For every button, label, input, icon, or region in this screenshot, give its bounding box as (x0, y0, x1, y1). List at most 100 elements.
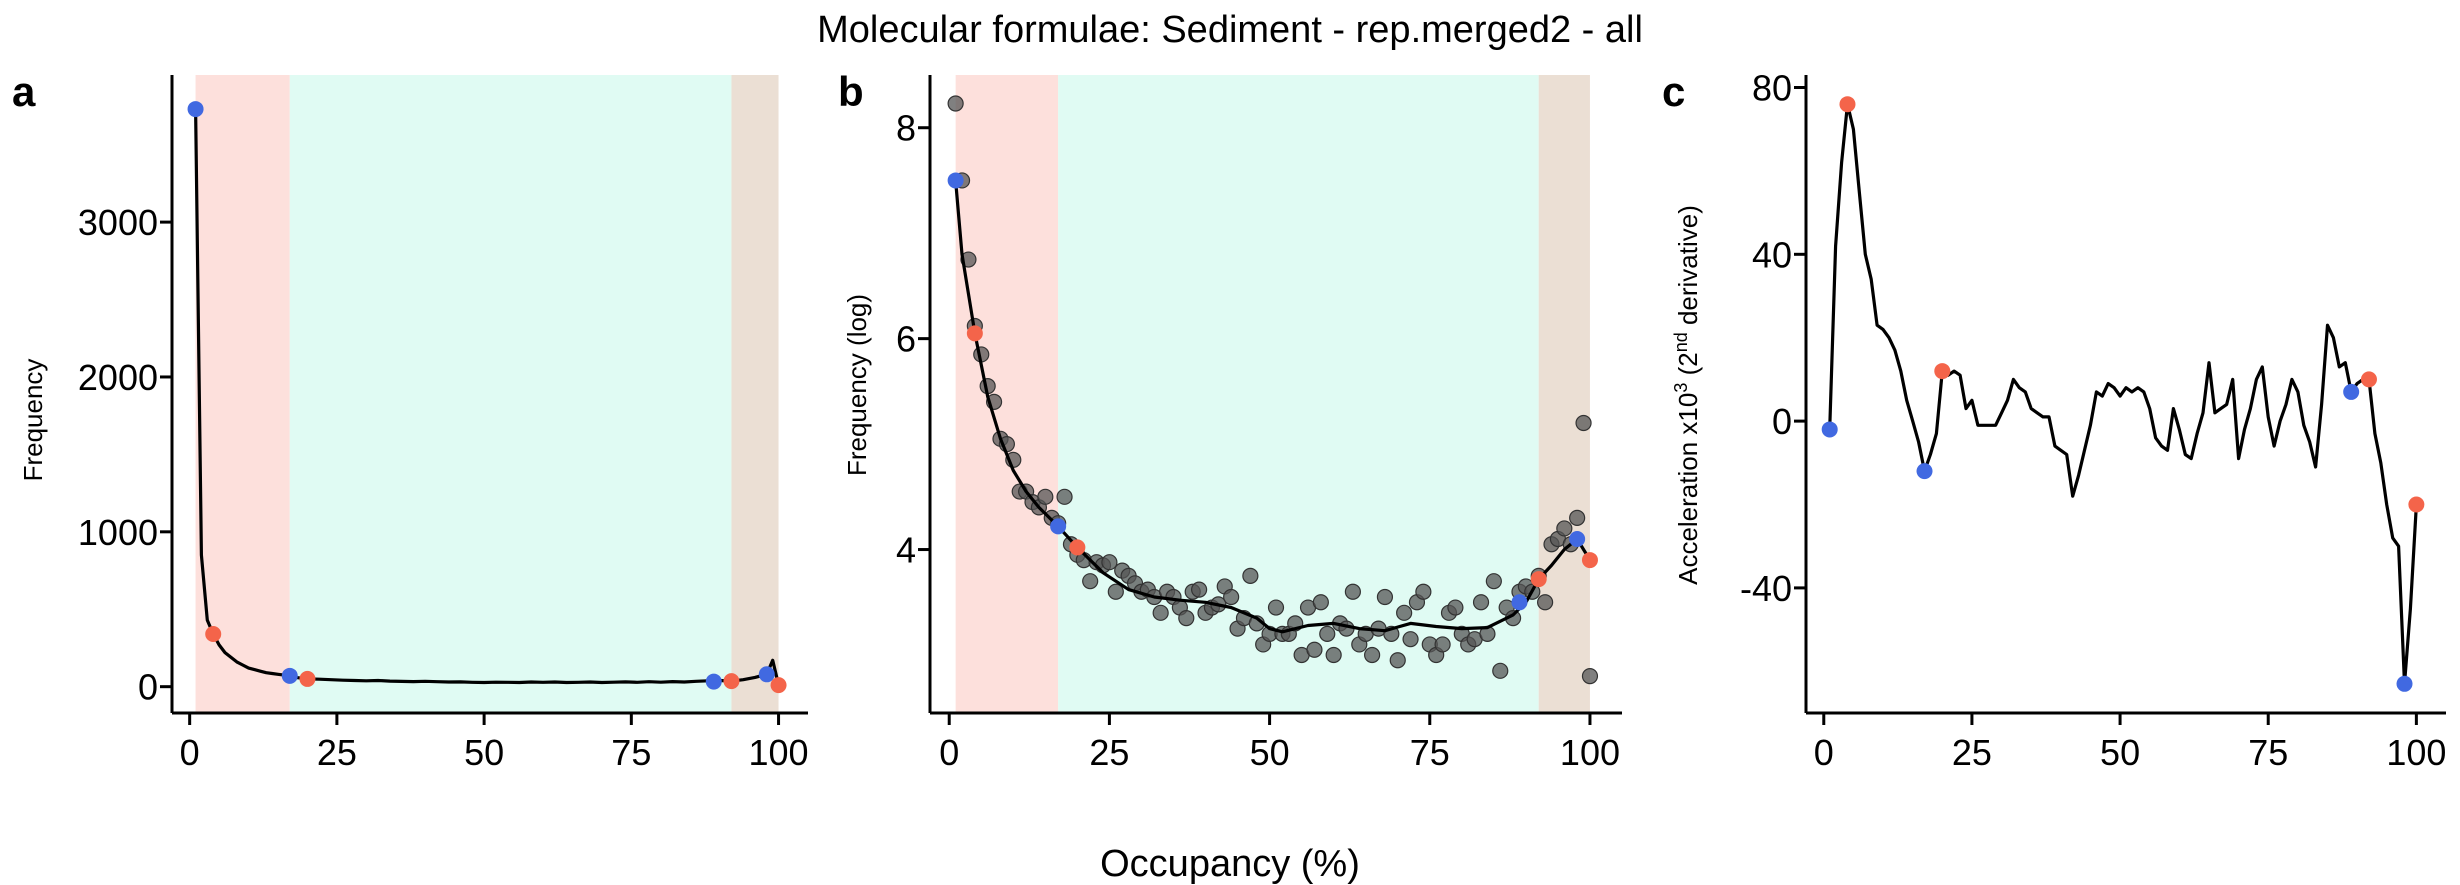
panel-b-scatter-point (1575, 414, 1592, 432)
panel-c-y-tick-label: 0 (1772, 401, 1792, 442)
panel-b-y-tick-label: 4 (896, 530, 916, 571)
panel-b-scatter-point (1152, 604, 1169, 621)
panel-c-red-point (2360, 371, 2377, 388)
panel-a-y-tick-label: 1000 (78, 512, 158, 553)
panel-b-scatter-point (1389, 652, 1406, 669)
panel-b-scatter-point (1447, 599, 1464, 616)
panel-c-red-point (1934, 363, 1951, 380)
panel-c-x-tick-label: 25 (1952, 732, 1992, 773)
panel-b-red-point (966, 325, 983, 342)
panel-b-x-tick-label: 50 (1250, 732, 1290, 773)
panel-c-x-tick-label: 75 (2248, 732, 2288, 773)
panel-b-scatter-point (1485, 573, 1502, 590)
panel-b-scatter-point (1396, 604, 1413, 621)
panel-b-scatter-point (1581, 667, 1599, 685)
panel-c-line (1828, 102, 2418, 686)
panel-b-red-point (1530, 571, 1547, 588)
panel-a-x-tick-label: 100 (749, 732, 809, 773)
panel-b-scatter-point (1402, 631, 1419, 648)
panel-a-region-1 (289, 75, 732, 713)
panel-c-x-tick-label: 0 (1814, 732, 1834, 773)
panel-c-y-tick-label: 80 (1752, 68, 1792, 109)
panel-c-x-tick-label: 50 (2100, 732, 2140, 773)
panel-c-ylabel: Acceleration x103 (2nd derivative) (1671, 205, 1703, 585)
panel-b-scatter-point (1082, 573, 1099, 590)
panel-b-scatter-point (1056, 488, 1073, 505)
panel-b-y-tick-label: 6 (896, 319, 916, 360)
panel-a-region-2 (731, 75, 779, 713)
panel-b-blue-point (1569, 531, 1586, 547)
panel-b-x-tick-label: 0 (939, 732, 959, 773)
panel-b-scatter-point (1178, 609, 1195, 627)
panel-a-y-tick-label: 3000 (78, 202, 158, 243)
panel-b-y-tick-label: 8 (896, 108, 916, 149)
panel-b-scatter-point (1492, 662, 1509, 679)
panel-c-blue-point (2396, 675, 2413, 692)
panel-c-red-point (1839, 96, 1856, 113)
figure-xlabel: Occupancy (%) (1100, 843, 1360, 885)
panel-b-scatter-point (1569, 509, 1586, 527)
panel-label-a: a (12, 68, 36, 115)
panel-b-red-point (1581, 552, 1598, 569)
panel-c-blue-point (2343, 383, 2360, 400)
panel-a-x-tick-label: 25 (317, 732, 357, 773)
panel-c-ylabel-part2: (2 (1673, 352, 1703, 382)
panel-b-x-tick-label: 25 (1089, 732, 1129, 773)
panel-a-y-tick-label: 2000 (78, 357, 158, 398)
panel-b-scatter-point (1101, 554, 1118, 571)
panel-c-y-tick-label: 40 (1752, 234, 1792, 275)
panel-b-blue-point (1511, 594, 1528, 611)
panel-a-y-tick-label: 0 (138, 667, 158, 708)
panel-c-ylabel-part3: derivative) (1673, 205, 1703, 332)
panel-a-x-tick-label: 75 (611, 732, 651, 773)
panel-b-scatter-point (1191, 581, 1208, 598)
panel-b-region-0 (955, 75, 1059, 713)
panel-b-scatter-point (1434, 636, 1451, 653)
panel-a-red-point (299, 670, 316, 687)
panel-a-ylabel: Frequency (18, 359, 48, 482)
panel-b-x-tick-label: 75 (1410, 732, 1450, 773)
panel-c-ylabel-sup1: 3 (1671, 383, 1691, 393)
panel-c-blue-point (1821, 421, 1838, 438)
panel-b-blue-point (1050, 518, 1067, 535)
panel-b-scatter-point (1415, 583, 1432, 600)
panel-b-scatter-point (1267, 599, 1285, 616)
panel-b-scatter-point (1364, 646, 1381, 664)
panel-c-plot: 0 25 50 75 100 -40 0 40 80 (1740, 68, 2446, 773)
panel-b-blue-point (947, 172, 964, 189)
panel-c-x-tick-label: 100 (2386, 732, 2446, 773)
panel-a-region-0 (195, 75, 290, 713)
panel-b-scatter-point (1472, 594, 1490, 611)
panel-b-scatter-point (1537, 594, 1554, 611)
panel-a-red-point (205, 626, 222, 643)
panel-b-scatter-point (1325, 646, 1342, 664)
panel-c: 0 25 50 75 100 -40 0 40 80 c Acceleration x103 (… (1662, 68, 2446, 773)
panel-c-red-point (2408, 496, 2425, 513)
panel-a-line (194, 109, 781, 686)
panel-b-scatter-point (1223, 588, 1240, 606)
panel-b-scatter-point (1242, 567, 1259, 585)
panel-b-plot: 0 25 50 75 100 4 6 8 (896, 75, 1622, 773)
panel-b-scatter-point (1037, 488, 1054, 505)
panel-b-scatter-point (947, 95, 964, 112)
panel-a-blue-point (758, 666, 775, 683)
panel-a-blue-point (705, 673, 722, 690)
panel-a-red-point (770, 677, 787, 694)
panel-a-blue-point (281, 667, 298, 684)
panel-c-blue-point (1916, 463, 1933, 480)
panel-b-scatter-point (1312, 594, 1329, 611)
panel-b: 0 25 50 75 100 4 6 8 b Frequency (log) (838, 68, 1622, 773)
panel-b-scatter-point (1107, 583, 1124, 600)
panel-c-ylabel-part1: Acceleration x10 (1673, 393, 1703, 585)
panel-b-scatter-point (1376, 588, 1394, 606)
panel-b-scatter-point (1319, 625, 1336, 643)
panel-a-x-tick-label: 0 (180, 732, 200, 773)
figure-title: Molecular formulae: Sediment - rep.merge… (817, 9, 1643, 51)
panel-b-red-point (1069, 539, 1086, 556)
panel-b-scatter-point (1556, 520, 1573, 537)
panel-label-b: b (838, 68, 864, 115)
panel-b-x-tick-label: 100 (1560, 732, 1620, 773)
